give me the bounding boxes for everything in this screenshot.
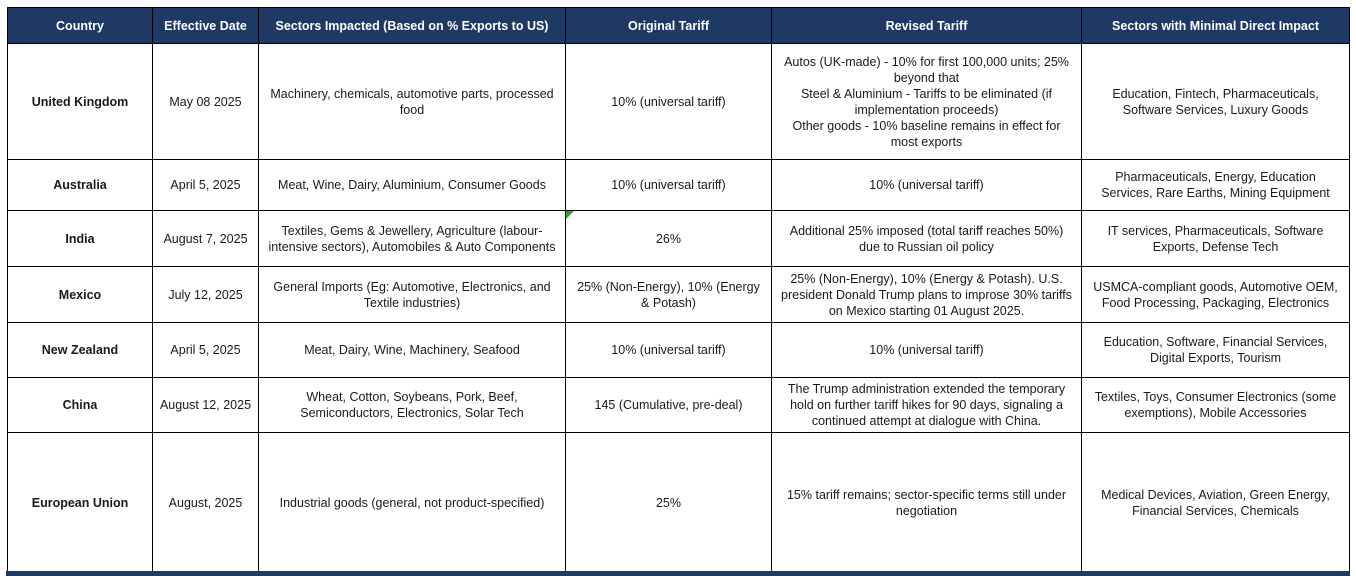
cell-country: India: [7, 210, 153, 267]
cell-minimal-impact: Education, Fintech, Pharmaceuticals, Sof…: [1081, 43, 1350, 160]
column-header-sectors-impacted: Sectors Impacted (Based on % Exports to …: [258, 7, 566, 44]
cell-effective-date: August 7, 2025: [152, 210, 259, 267]
cell-country: United Kingdom: [7, 43, 153, 160]
cell-effective-date: August, 2025: [152, 432, 259, 574]
cell-minimal-impact: IT services, Pharmaceuticals, Software E…: [1081, 210, 1350, 267]
cell-effective-date: April 5, 2025: [152, 322, 259, 378]
cell-revised-tariff: 25% (Non-Energy), 10% (Energy & Potash).…: [771, 266, 1082, 323]
table-row-european-union: European Union August, 2025 Industrial g…: [7, 432, 1350, 574]
cell-country: New Zealand: [7, 322, 153, 378]
column-header-minimal-impact: Sectors with Minimal Direct Impact: [1081, 7, 1350, 44]
cell-minimal-impact: Pharmaceuticals, Energy, Education Servi…: [1081, 159, 1350, 211]
cell-effective-date: July 12, 2025: [152, 266, 259, 323]
cell-effective-date: April 5, 2025: [152, 159, 259, 211]
cell-effective-date: May 08 2025: [152, 43, 259, 160]
table-row-new-zealand: New Zealand April 5, 2025 Meat, Dairy, W…: [7, 322, 1350, 378]
header-row: Country Effective Date Sectors Impacted …: [7, 7, 1350, 44]
cell-minimal-impact: USMCA-compliant goods, Automotive OEM, F…: [1081, 266, 1350, 323]
tariff-table: Country Effective Date Sectors Impacted …: [7, 7, 1350, 576]
cell-country: Mexico: [7, 266, 153, 323]
cell-revised-tariff: Autos (UK-made) - 10% for first 100,000 …: [771, 43, 1082, 160]
cell-sectors-impacted: Wheat, Cotton, Soybeans, Pork, Beef, Sem…: [258, 377, 566, 433]
table-row-australia: Australia April 5, 2025 Meat, Wine, Dair…: [7, 159, 1350, 211]
cell-minimal-impact: Textiles, Toys, Consumer Electronics (so…: [1081, 377, 1350, 433]
column-header-revised-tariff: Revised Tariff: [771, 7, 1082, 44]
column-header-original-tariff: Original Tariff: [565, 7, 772, 44]
cell-revised-tariff: 15% tariff remains; sector-specific term…: [771, 432, 1082, 574]
cell-sectors-impacted: Meat, Wine, Dairy, Aluminium, Consumer G…: [258, 159, 566, 211]
table-row-mexico: Mexico July 12, 2025 General Imports (Eg…: [7, 266, 1350, 323]
table-row-china: China August 12, 2025 Wheat, Cotton, Soy…: [7, 377, 1350, 433]
cell-original-tariff: 25%: [565, 432, 772, 574]
cell-sectors-impacted: General Imports (Eg: Automotive, Electro…: [258, 266, 566, 323]
cell-original-tariff: 10% (universal tariff): [565, 43, 772, 160]
cell-sectors-impacted: Industrial goods (general, not product-s…: [258, 432, 566, 574]
table-row-united-kingdom: United Kingdom May 08 2025 Machinery, ch…: [7, 43, 1350, 160]
cell-original-tariff: 26%: [565, 210, 772, 267]
table-row-india: India August 7, 2025 Textiles, Gems & Je…: [7, 210, 1350, 267]
column-header-country: Country: [7, 7, 153, 44]
cell-revised-tariff: Additional 25% imposed (total tariff rea…: [771, 210, 1082, 267]
cell-sectors-impacted: Textiles, Gems & Jewellery, Agriculture …: [258, 210, 566, 267]
cell-minimal-impact: Medical Devices, Aviation, Green Energy,…: [1081, 432, 1350, 574]
cell-sectors-impacted: Meat, Dairy, Wine, Machinery, Seafood: [258, 322, 566, 378]
cell-original-tariff: 10% (universal tariff): [565, 322, 772, 378]
cell-revised-tariff: The Trump administration extended the te…: [771, 377, 1082, 433]
cell-effective-date: August 12, 2025: [152, 377, 259, 433]
cell-revised-tariff: 10% (universal tariff): [771, 159, 1082, 211]
bottom-accent-bar: [6, 571, 1350, 576]
table-header: Country Effective Date Sectors Impacted …: [7, 7, 1350, 44]
cell-original-tariff: 25% (Non-Energy), 10% (Energy & Potash): [565, 266, 772, 323]
cell-original-tariff-text: 26%: [655, 231, 682, 246]
cell-country: Australia: [7, 159, 153, 211]
comment-flag-icon: [566, 211, 574, 219]
cell-sectors-impacted: Machinery, chemicals, automotive parts, …: [258, 43, 566, 160]
cell-original-tariff: 145 (Cumulative, pre-deal): [565, 377, 772, 433]
cell-revised-tariff: 10% (universal tariff): [771, 322, 1082, 378]
cell-country: European Union: [7, 432, 153, 574]
cell-country: China: [7, 377, 153, 433]
column-header-effective-date: Effective Date: [152, 7, 259, 44]
cell-original-tariff: 10% (universal tariff): [565, 159, 772, 211]
cell-minimal-impact: Education, Software, Financial Services,…: [1081, 322, 1350, 378]
